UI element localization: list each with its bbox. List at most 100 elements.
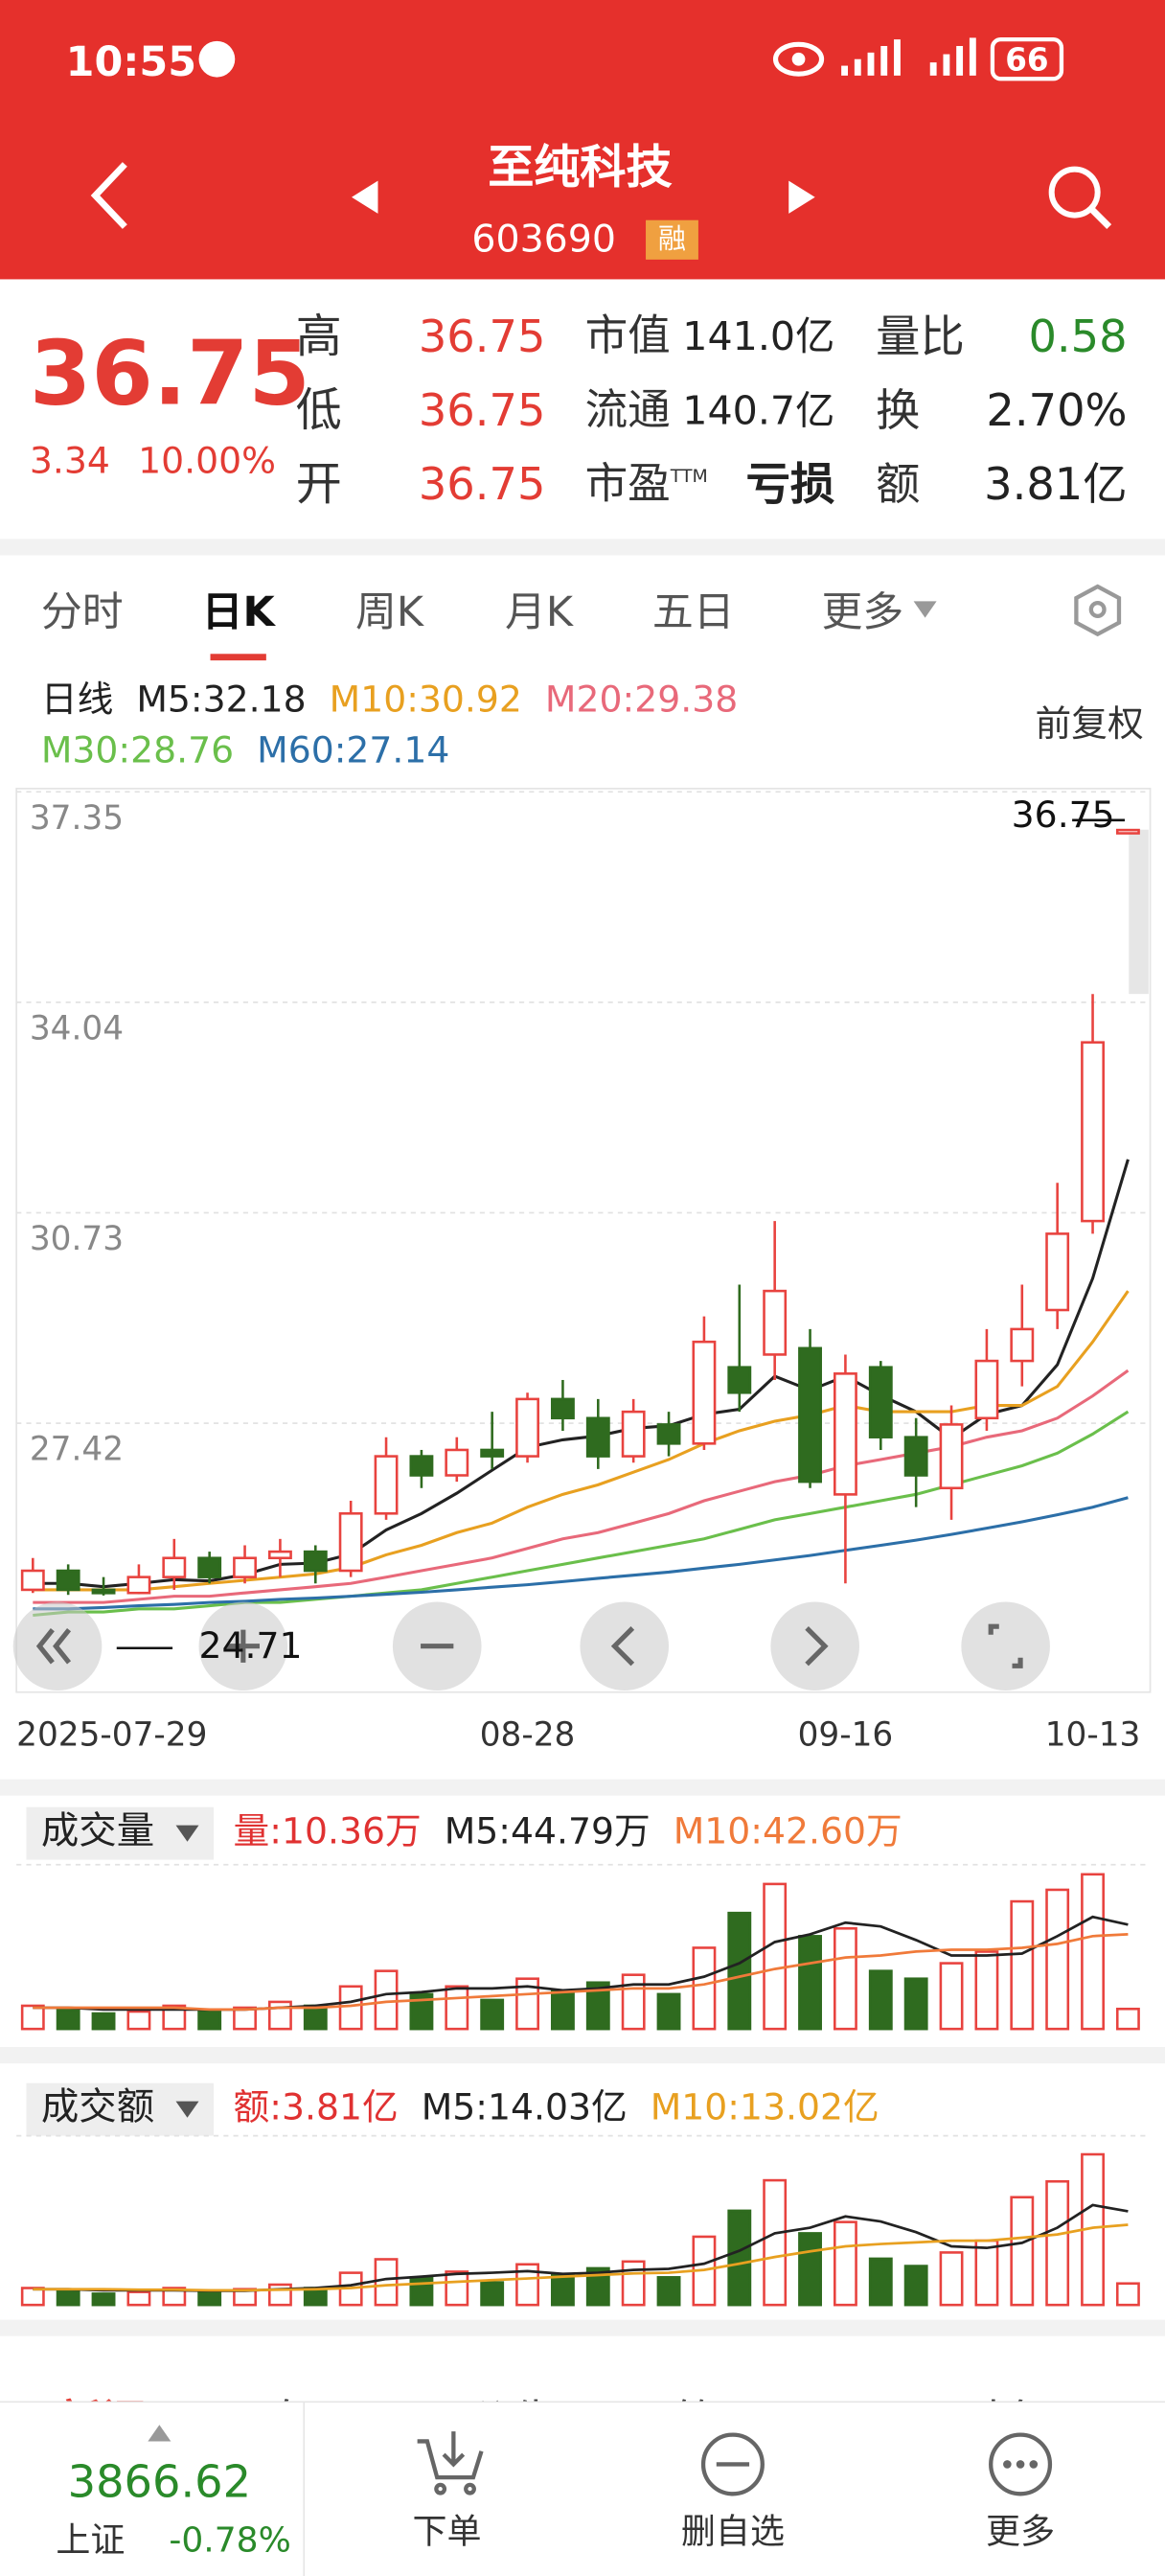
legend-entry: M5:44.79万 bbox=[445, 1810, 651, 1852]
tab[interactable]: 五日 bbox=[651, 586, 735, 635]
volume-bar bbox=[585, 1981, 610, 2031]
legend-entry: M30:28.76 bbox=[41, 729, 234, 771]
candle-body bbox=[692, 1340, 717, 1445]
adjust-mode[interactable]: 前复权 bbox=[1035, 704, 1144, 747]
volume-bar bbox=[656, 2276, 681, 2307]
volume-bar bbox=[162, 2287, 187, 2307]
expand-arrow[interactable] bbox=[148, 2425, 171, 2442]
more-arrow bbox=[913, 601, 937, 618]
max-price-label: 36.75 bbox=[1012, 794, 1115, 836]
legend-entry: 量:10.36万 bbox=[234, 1810, 422, 1852]
ma-line bbox=[33, 1496, 1129, 1611]
scroll-left[interactable] bbox=[580, 1601, 670, 1691]
candle-body bbox=[727, 1366, 752, 1394]
tab[interactable]: 日K bbox=[201, 586, 275, 635]
panel-title: 成交额 bbox=[41, 2085, 154, 2129]
next-stock[interactable] bbox=[788, 180, 815, 214]
volume-bar bbox=[798, 1935, 822, 2031]
volume-bar bbox=[126, 2010, 151, 2031]
index-change: -0.78% bbox=[169, 2518, 291, 2560]
candle-body bbox=[903, 1436, 928, 1477]
volume-bar bbox=[1081, 1873, 1105, 2031]
candle-body bbox=[409, 1455, 434, 1477]
volume-bar bbox=[1115, 2282, 1140, 2307]
action-label[interactable]: 删自选 bbox=[680, 2511, 785, 2551]
tab[interactable]: 周K bbox=[354, 586, 423, 635]
candle-body bbox=[1045, 1232, 1070, 1312]
candle-body bbox=[374, 1455, 399, 1515]
volume-bar bbox=[1010, 2196, 1035, 2307]
volume-bar bbox=[480, 2281, 505, 2307]
settings-button[interactable] bbox=[1074, 584, 1122, 637]
volume-bar bbox=[868, 1969, 893, 2031]
volume-bar bbox=[56, 2289, 80, 2307]
tab[interactable]: 分时 bbox=[40, 586, 124, 635]
volume-bar bbox=[515, 1977, 539, 2031]
legend-entry: M5:14.03亿 bbox=[422, 2086, 628, 2128]
legend-entry: M20:29.38 bbox=[545, 678, 738, 721]
volume-bar bbox=[515, 2263, 539, 2307]
badge-bg bbox=[646, 219, 698, 260]
volume-bar bbox=[903, 2265, 928, 2307]
quote-label: 换 bbox=[876, 385, 921, 437]
volume-bar bbox=[374, 1969, 399, 2031]
tab[interactable]: 更多 bbox=[821, 586, 904, 635]
ttm-sup: TTM bbox=[670, 465, 708, 488]
scroll-right[interactable] bbox=[770, 1601, 859, 1691]
stock-code: 603690 bbox=[471, 218, 617, 261]
candle-body bbox=[20, 1569, 45, 1592]
candle-body bbox=[550, 1397, 575, 1420]
quote-label: 低 bbox=[295, 382, 342, 438]
control-icons bbox=[35, 1623, 1023, 1668]
candle-body bbox=[91, 1588, 116, 1595]
search-button[interactable] bbox=[1048, 166, 1112, 229]
volume-bar bbox=[1045, 2179, 1070, 2307]
quote-value: 3.81亿 bbox=[984, 459, 1128, 511]
legend-entry: M5:32.18 bbox=[136, 678, 306, 721]
quote-label: 高 bbox=[295, 309, 342, 363]
candle-body bbox=[445, 1448, 469, 1477]
volume-bar bbox=[56, 2008, 80, 2031]
ma-line bbox=[33, 1290, 1130, 1592]
dropdown-arrow bbox=[175, 2101, 199, 2118]
quote-value: 亏损 bbox=[745, 459, 835, 511]
volume-bar bbox=[585, 2266, 610, 2307]
quote-label: 市值 bbox=[584, 311, 671, 362]
order-icon[interactable] bbox=[417, 2431, 484, 2496]
more-icon[interactable] bbox=[989, 2432, 1053, 2496]
candle-body bbox=[763, 1289, 788, 1356]
remove-watch-icon[interactable] bbox=[700, 2432, 765, 2496]
action-label[interactable]: 更多 bbox=[986, 2511, 1056, 2551]
candle-body bbox=[480, 1448, 505, 1458]
candle-body bbox=[1010, 1327, 1035, 1363]
candle-body bbox=[833, 1372, 857, 1496]
tab[interactable]: 月K bbox=[505, 586, 574, 635]
x-tick-label: 10-13 bbox=[1045, 1716, 1141, 1755]
quote-value: 2.70% bbox=[986, 385, 1128, 437]
price-change: 3.34 bbox=[29, 442, 110, 484]
index-value: 3866.62 bbox=[67, 2456, 252, 2508]
candle-body bbox=[1115, 828, 1140, 835]
separator bbox=[0, 539, 1165, 556]
back-button[interactable] bbox=[90, 162, 127, 229]
volume-bar bbox=[162, 2004, 187, 2031]
volume-bar bbox=[763, 2178, 788, 2307]
volume-bar bbox=[763, 1882, 788, 2031]
candle-body bbox=[656, 1423, 681, 1445]
prev-stock[interactable] bbox=[352, 180, 378, 214]
ma-line bbox=[33, 1933, 1129, 2012]
volume-bar bbox=[727, 2209, 752, 2307]
volume-bar bbox=[939, 2251, 964, 2307]
volume-bar bbox=[903, 1977, 928, 2031]
candle-body bbox=[1081, 1041, 1105, 1223]
volume-bar bbox=[939, 1962, 964, 2031]
volume-bar bbox=[833, 1926, 857, 2031]
volume-bar bbox=[126, 2290, 151, 2307]
candle-body bbox=[267, 1550, 292, 1560]
action-label[interactable]: 下单 bbox=[412, 2511, 482, 2551]
fullscreen[interactable] bbox=[961, 1601, 1050, 1691]
separator bbox=[0, 1779, 1165, 1796]
candle-body bbox=[56, 1569, 80, 1592]
